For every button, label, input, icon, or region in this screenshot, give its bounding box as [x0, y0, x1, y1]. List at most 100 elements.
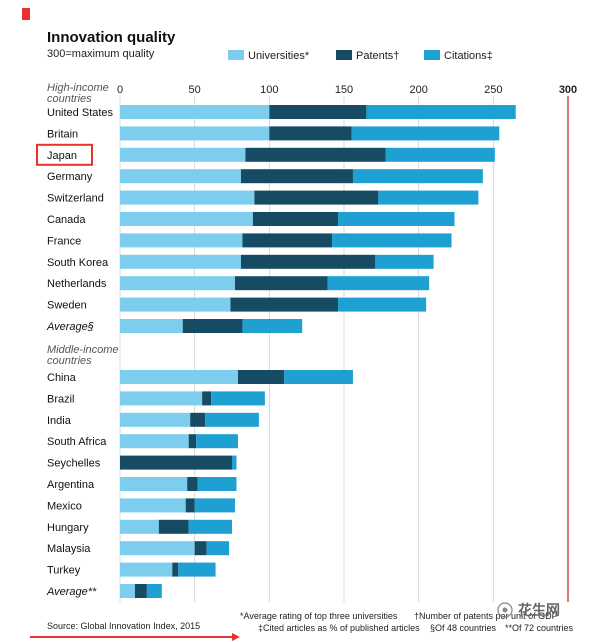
footnote-universities: *Average rating of top three universitie… — [240, 611, 398, 621]
bar-switzerland-universities — [120, 190, 255, 205]
row-label-france: France — [47, 235, 81, 247]
bar-canada-citations — [338, 212, 455, 226]
row-label-switzerland: Switzerland — [47, 193, 104, 205]
row-label-sweden: Sweden — [47, 300, 87, 312]
group-label-line-2: countries — [47, 93, 92, 105]
bar-hungary-patents — [158, 519, 189, 534]
bar-hungary-citations — [188, 519, 232, 534]
bar-turkey-citations — [178, 562, 216, 577]
bar-mexico-patents — [185, 498, 195, 513]
row-label-india: India — [47, 415, 72, 427]
row-label-hungary: Hungary — [47, 522, 89, 534]
bar-south-africa-citations — [196, 434, 238, 449]
bar-united-states-patents — [269, 105, 367, 119]
bar-malaysia-universities — [120, 541, 195, 556]
x-tick-50: 50 — [189, 84, 201, 96]
bar-south-korea-universities — [120, 254, 241, 269]
row-label-mexico: Mexico — [47, 500, 82, 512]
row-label-china: China — [47, 372, 77, 384]
chart-subtitle: 300=maximum quality — [47, 48, 155, 60]
bar-turkey-universities — [120, 562, 173, 577]
bar-canada-patents — [252, 212, 339, 226]
row-label-south-africa: South Africa — [47, 436, 107, 448]
bar-argentina-patents — [187, 477, 198, 491]
bar-argentina-citations — [197, 477, 237, 491]
bar-japan-patents — [245, 147, 386, 162]
bar-france-citations — [332, 233, 452, 248]
bar-switzerland-citations — [378, 190, 479, 205]
chart-title: Innovation quality — [47, 29, 176, 46]
bar-germany-patents — [240, 169, 353, 184]
x-tick-300: 300 — [559, 84, 577, 96]
bar-united-states-citations — [366, 105, 516, 119]
bar-turkey-patents — [172, 562, 179, 577]
legend-swatch-universities — [228, 50, 244, 60]
bar-china-universities — [120, 370, 238, 384]
bar-france-universities — [120, 233, 243, 248]
bar-average-citations — [146, 584, 162, 598]
footnote-72-countries: **Of 72 countries — [505, 623, 574, 633]
bar-south-korea-patents — [240, 254, 376, 269]
legend-label-universities: Universities* — [248, 50, 310, 62]
legend-swatch-citations — [424, 50, 440, 60]
group-label-line-1: Middle-income — [47, 344, 119, 356]
bar-canada-universities — [120, 212, 253, 226]
x-tick-100: 100 — [260, 84, 278, 96]
row-label-argentina: Argentina — [47, 479, 95, 491]
bar-india-citations — [205, 412, 259, 427]
highlight-box-japan — [36, 143, 93, 166]
bar-seychelles-patents — [120, 455, 232, 470]
bar-south-korea-citations — [375, 254, 434, 269]
bar-south-africa-patents — [188, 434, 197, 449]
legend: Universities* Patents† Citations‡ — [228, 50, 493, 62]
bar-china-citations — [284, 370, 353, 384]
bar-netherlands-universities — [120, 276, 235, 291]
bar-netherlands-patents — [234, 276, 328, 291]
group-label-line-2: countries — [47, 355, 92, 367]
bar-britain-citations — [351, 126, 500, 141]
bar-france-patents — [242, 233, 333, 248]
bar-seychelles-citations — [232, 455, 237, 470]
footnote-patents: †Number of patents per unit of GDP — [414, 611, 558, 621]
footnotes: *Average rating of top three universitie… — [240, 611, 574, 633]
bar-germany-citations — [352, 169, 483, 184]
row-label-malaysia: Malaysia — [47, 543, 91, 555]
bar-hungary-universities — [120, 519, 159, 534]
bar-average-patents — [182, 319, 243, 333]
bar-sweden-citations — [338, 297, 427, 312]
x-tick-250: 250 — [484, 84, 502, 96]
bar-average-patents — [134, 584, 147, 598]
bar-average-universities — [120, 584, 135, 598]
bar-argentina-universities — [120, 477, 188, 491]
bar-average-universities — [120, 319, 183, 333]
bar-switzerland-patents — [254, 190, 379, 205]
bar-mexico-citations — [194, 498, 235, 513]
group-label-line-1: High-income — [47, 82, 109, 94]
watermark-text: 花生网 — [518, 602, 560, 618]
bar-brazil-universities — [120, 391, 203, 406]
bar-brazil-patents — [202, 391, 212, 406]
header-red-tag — [22, 8, 30, 20]
bar-britain-patents — [269, 126, 352, 141]
bar-china-patents — [237, 370, 285, 384]
bar-brazil-citations — [211, 391, 265, 406]
row-label-germany: Germany — [47, 171, 93, 183]
bar-sweden-patents — [230, 297, 339, 312]
arrow-head-icon — [232, 633, 240, 641]
x-tick-150: 150 — [335, 84, 353, 96]
row-label-britain: Britain — [47, 128, 78, 140]
row-label-japan: Japan — [47, 150, 77, 162]
source-note: Source: Global Innovation Index, 2015 — [47, 621, 200, 631]
watermark-logo-dot — [502, 607, 508, 613]
legend-label-patents: Patents† — [356, 50, 399, 62]
row-label-average: Average** — [46, 586, 97, 598]
bar-south-africa-universities — [120, 434, 189, 449]
row-label-turkey: Turkey — [47, 565, 81, 577]
footnote-48-countries: §Of 48 countries — [430, 623, 497, 633]
watermark-logo-icon — [497, 602, 513, 618]
x-tick-200: 200 — [409, 84, 427, 96]
bar-india-patents — [190, 412, 206, 427]
x-axis-ticks: 0 50 100 150 200 250 300 — [117, 84, 577, 96]
